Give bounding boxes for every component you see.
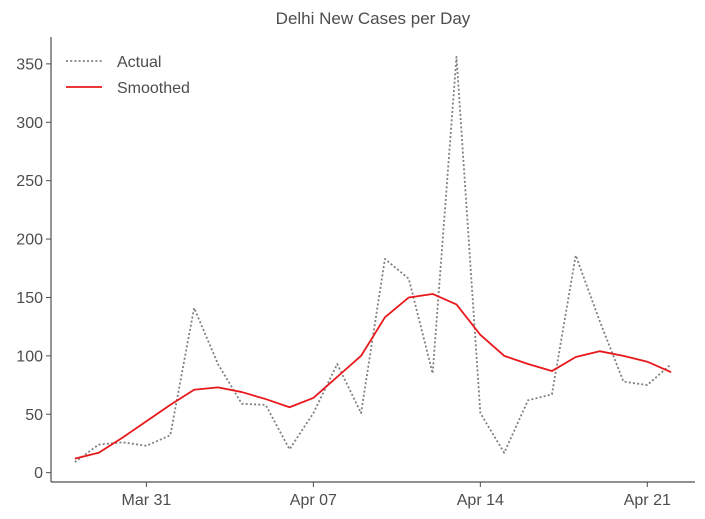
y-tick-label: 150 xyxy=(16,290,43,307)
y-tick-label: 350 xyxy=(16,56,43,73)
y-tick-label: 200 xyxy=(16,232,43,249)
x-tick-label: Apr 14 xyxy=(457,492,504,509)
plot-area xyxy=(74,55,672,463)
axes: 0 50 100 150 200 250 300 350 Mar 31 Apr 07 Apr 14 A… xyxy=(16,37,695,509)
y-tick-label: 250 xyxy=(16,173,43,190)
chart-title: Delhi New Cases per Day xyxy=(276,9,471,28)
legend-label-smoothed: Smoothed xyxy=(117,80,190,97)
y-tick-label: 100 xyxy=(16,348,43,365)
legend: Actual Smoothed xyxy=(66,54,190,97)
y-tick-label: 300 xyxy=(16,115,43,132)
legend-label-actual: Actual xyxy=(117,54,161,71)
series-line-actual xyxy=(74,55,672,463)
x-tick-label: Apr 07 xyxy=(290,492,337,509)
x-tick-label: Mar 31 xyxy=(122,492,172,509)
y-tick-label: 0 xyxy=(34,465,43,482)
x-tick-label: Apr 21 xyxy=(624,492,671,509)
series-line-smoothed xyxy=(74,293,672,460)
y-tick-label: 50 xyxy=(25,407,43,424)
